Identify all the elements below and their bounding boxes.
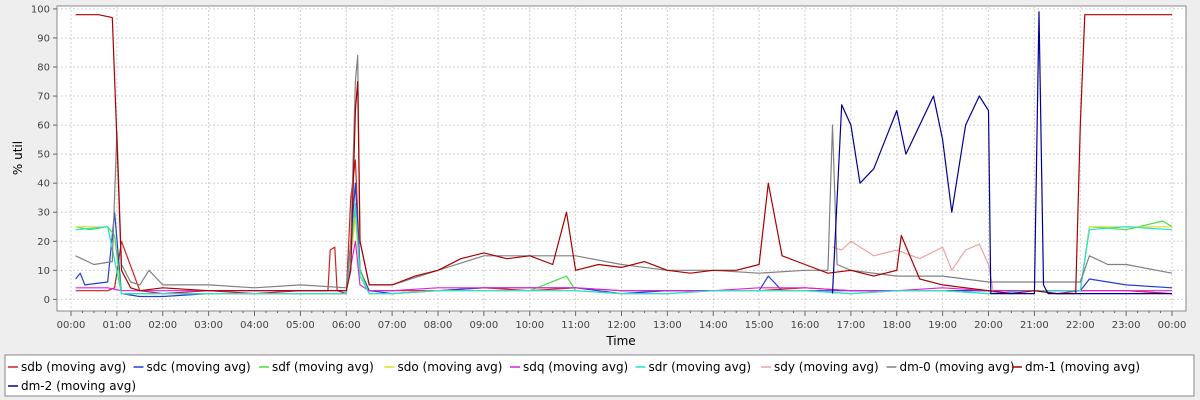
x-tick-label: 11:00 bbox=[561, 320, 590, 331]
x-tick-label: 08:00 bbox=[424, 320, 453, 331]
x-tick-label: 00:00 bbox=[57, 320, 86, 331]
x-tick-label: 07:00 bbox=[378, 320, 407, 331]
legend: sdb (moving avg) sdc (moving avg) sdf (mov… bbox=[8, 360, 1140, 393]
y-tick-label: 0 bbox=[44, 295, 50, 306]
series-line-7 bbox=[75, 54, 1173, 289]
y-tick-label: 40 bbox=[37, 179, 50, 190]
x-tick-label: 03:00 bbox=[194, 320, 223, 331]
x-tick-label: 17:00 bbox=[836, 320, 865, 331]
y-tick-label: 60 bbox=[37, 121, 50, 132]
x-tick-label: 19:00 bbox=[928, 320, 957, 331]
y-axis-ticks: 0 10 20 30 40 50 60 70 80 90 100 bbox=[31, 4, 57, 306]
legend-label: sdc (moving avg) bbox=[147, 360, 251, 374]
legend-label: sdb (moving avg) bbox=[21, 360, 126, 374]
x-tick-label: 06:00 bbox=[332, 320, 361, 331]
x-axis-ticks: 00:00 01:00 02:00 03:00 04:00 05:00 06:00 07:00… bbox=[57, 311, 1187, 331]
legend-label: dm-2 (moving avg) bbox=[21, 379, 136, 393]
x-tick-label: 05:00 bbox=[286, 320, 315, 331]
x-axis-title: Time bbox=[605, 334, 635, 348]
series-line-6 bbox=[832, 240, 994, 291]
x-tick-label: 12:00 bbox=[607, 320, 636, 331]
y-tick-label: 80 bbox=[37, 63, 50, 74]
legend-label: sdr (moving avg) bbox=[649, 360, 752, 374]
y-tick-label: 90 bbox=[37, 33, 50, 44]
legend-box bbox=[4, 354, 1195, 397]
x-tick-label: 13:00 bbox=[653, 320, 682, 331]
x-tick-label: 22:00 bbox=[1066, 320, 1095, 331]
x-tick-label: 21:00 bbox=[1020, 320, 1049, 331]
legend-label: sdq (moving avg) bbox=[523, 360, 628, 374]
x-tick-label: 18:00 bbox=[882, 320, 911, 331]
series-lines bbox=[75, 11, 1173, 298]
x-tick-label: 01:00 bbox=[102, 320, 131, 331]
y-axis-title: % util bbox=[11, 141, 25, 175]
x-tick-label: 00:00 bbox=[1158, 320, 1187, 331]
y-tick-label: 20 bbox=[37, 237, 50, 248]
legend-label: sdo (moving avg) bbox=[398, 360, 503, 374]
legend-label: dm-1 (moving avg) bbox=[1025, 360, 1140, 374]
legend-label: sdy (moving avg) bbox=[774, 360, 879, 374]
y-tick-label: 30 bbox=[37, 208, 50, 219]
grid-lines bbox=[57, 6, 1186, 311]
x-tick-label: 23:00 bbox=[1112, 320, 1141, 331]
x-tick-label: 09:00 bbox=[469, 320, 498, 331]
y-tick-label: 50 bbox=[37, 150, 50, 161]
x-tick-label: 02:00 bbox=[148, 320, 177, 331]
x-tick-label: 14:00 bbox=[699, 320, 728, 331]
legend-label: dm-0 (moving avg) bbox=[900, 360, 1015, 374]
y-tick-label: 100 bbox=[31, 4, 50, 15]
y-tick-label: 10 bbox=[37, 266, 50, 277]
legend-label: sdf (moving avg) bbox=[272, 360, 374, 374]
x-tick-label: 20:00 bbox=[974, 320, 1003, 331]
series-line-9 bbox=[831, 11, 1172, 295]
x-tick-label: 10:00 bbox=[515, 320, 544, 331]
x-tick-label: 04:00 bbox=[240, 320, 269, 331]
x-tick-label: 15:00 bbox=[745, 320, 774, 331]
x-tick-label: 16:00 bbox=[791, 320, 820, 331]
y-tick-label: 70 bbox=[37, 92, 50, 103]
series-line-8 bbox=[75, 14, 1172, 295]
